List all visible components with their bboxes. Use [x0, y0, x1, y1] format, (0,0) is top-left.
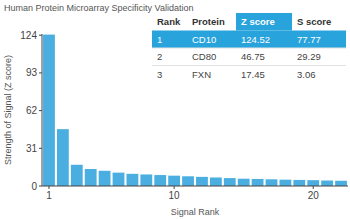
row-separator	[152, 48, 346, 49]
table-cell: 46.75	[241, 51, 265, 62]
bar	[126, 174, 138, 186]
table-cell: 2	[157, 51, 162, 62]
bar	[140, 174, 152, 186]
bar	[71, 165, 83, 186]
bar	[57, 129, 69, 186]
table-cell: 124.52	[241, 34, 270, 45]
row-highlight	[152, 31, 346, 49]
bar	[196, 177, 208, 186]
y-tick	[39, 186, 42, 187]
y-tick-label: 31	[26, 143, 38, 154]
table-header: Z score	[241, 16, 275, 27]
bar	[279, 180, 291, 186]
bars	[43, 35, 347, 186]
y-tick	[39, 148, 42, 149]
table-cell: 1	[157, 34, 162, 45]
header-highlight	[236, 13, 292, 31]
bar	[154, 175, 166, 186]
title: Human Protein Microarray Specificity Val…	[4, 3, 193, 13]
bar	[335, 181, 347, 186]
table-header: Protein	[192, 16, 225, 27]
bar	[307, 180, 319, 186]
bar	[99, 171, 111, 186]
bar	[321, 181, 333, 186]
bar	[43, 35, 55, 186]
table-cell: 77.77	[297, 34, 321, 45]
x-tick-label: 20	[308, 190, 320, 201]
chart: Human Protein Microarray Specificity Val…	[0, 0, 350, 219]
table-cell: 17.45	[241, 69, 265, 80]
bar	[266, 179, 278, 186]
bar	[85, 169, 97, 186]
table-cell: 29.29	[297, 51, 321, 62]
table-cell: CD10	[192, 34, 216, 45]
y-axis	[42, 34, 43, 186]
bar	[224, 178, 236, 186]
table-bg	[152, 13, 346, 83]
table-cell: FXN	[192, 69, 211, 80]
x-tick-label: 1	[46, 190, 52, 201]
table-cell: CD80	[192, 51, 216, 62]
y-tick-label: 93	[26, 67, 38, 78]
bar	[252, 179, 264, 186]
bar	[293, 180, 305, 186]
y-tick	[39, 35, 42, 36]
x-axis	[42, 186, 348, 187]
y-label: Strength of Signal (Z score)	[3, 55, 13, 165]
table: Rank Protein Z score S score 1 CD10 124.52 77.7…	[152, 13, 346, 83]
bar	[168, 176, 180, 186]
bar	[210, 177, 222, 186]
x-tick	[313, 186, 314, 189]
x-tick-label: 10	[169, 190, 181, 201]
y-tick-label: 62	[26, 105, 38, 116]
table-header: S score	[297, 16, 331, 27]
table-cell: 3.06	[297, 69, 316, 80]
y-tick	[39, 72, 42, 73]
bar	[113, 173, 125, 186]
row-separator	[152, 65, 346, 66]
x-tick	[48, 186, 49, 189]
table-cell: 3	[157, 69, 162, 80]
bar	[182, 176, 194, 186]
x-label: Signal Rank	[171, 207, 220, 217]
y-tick-label: 0	[31, 181, 37, 192]
y-tick-label: 124	[20, 30, 37, 41]
table-header: Rank	[157, 16, 181, 27]
bar	[238, 179, 250, 186]
y-tick	[39, 110, 42, 111]
x-tick	[174, 186, 175, 189]
